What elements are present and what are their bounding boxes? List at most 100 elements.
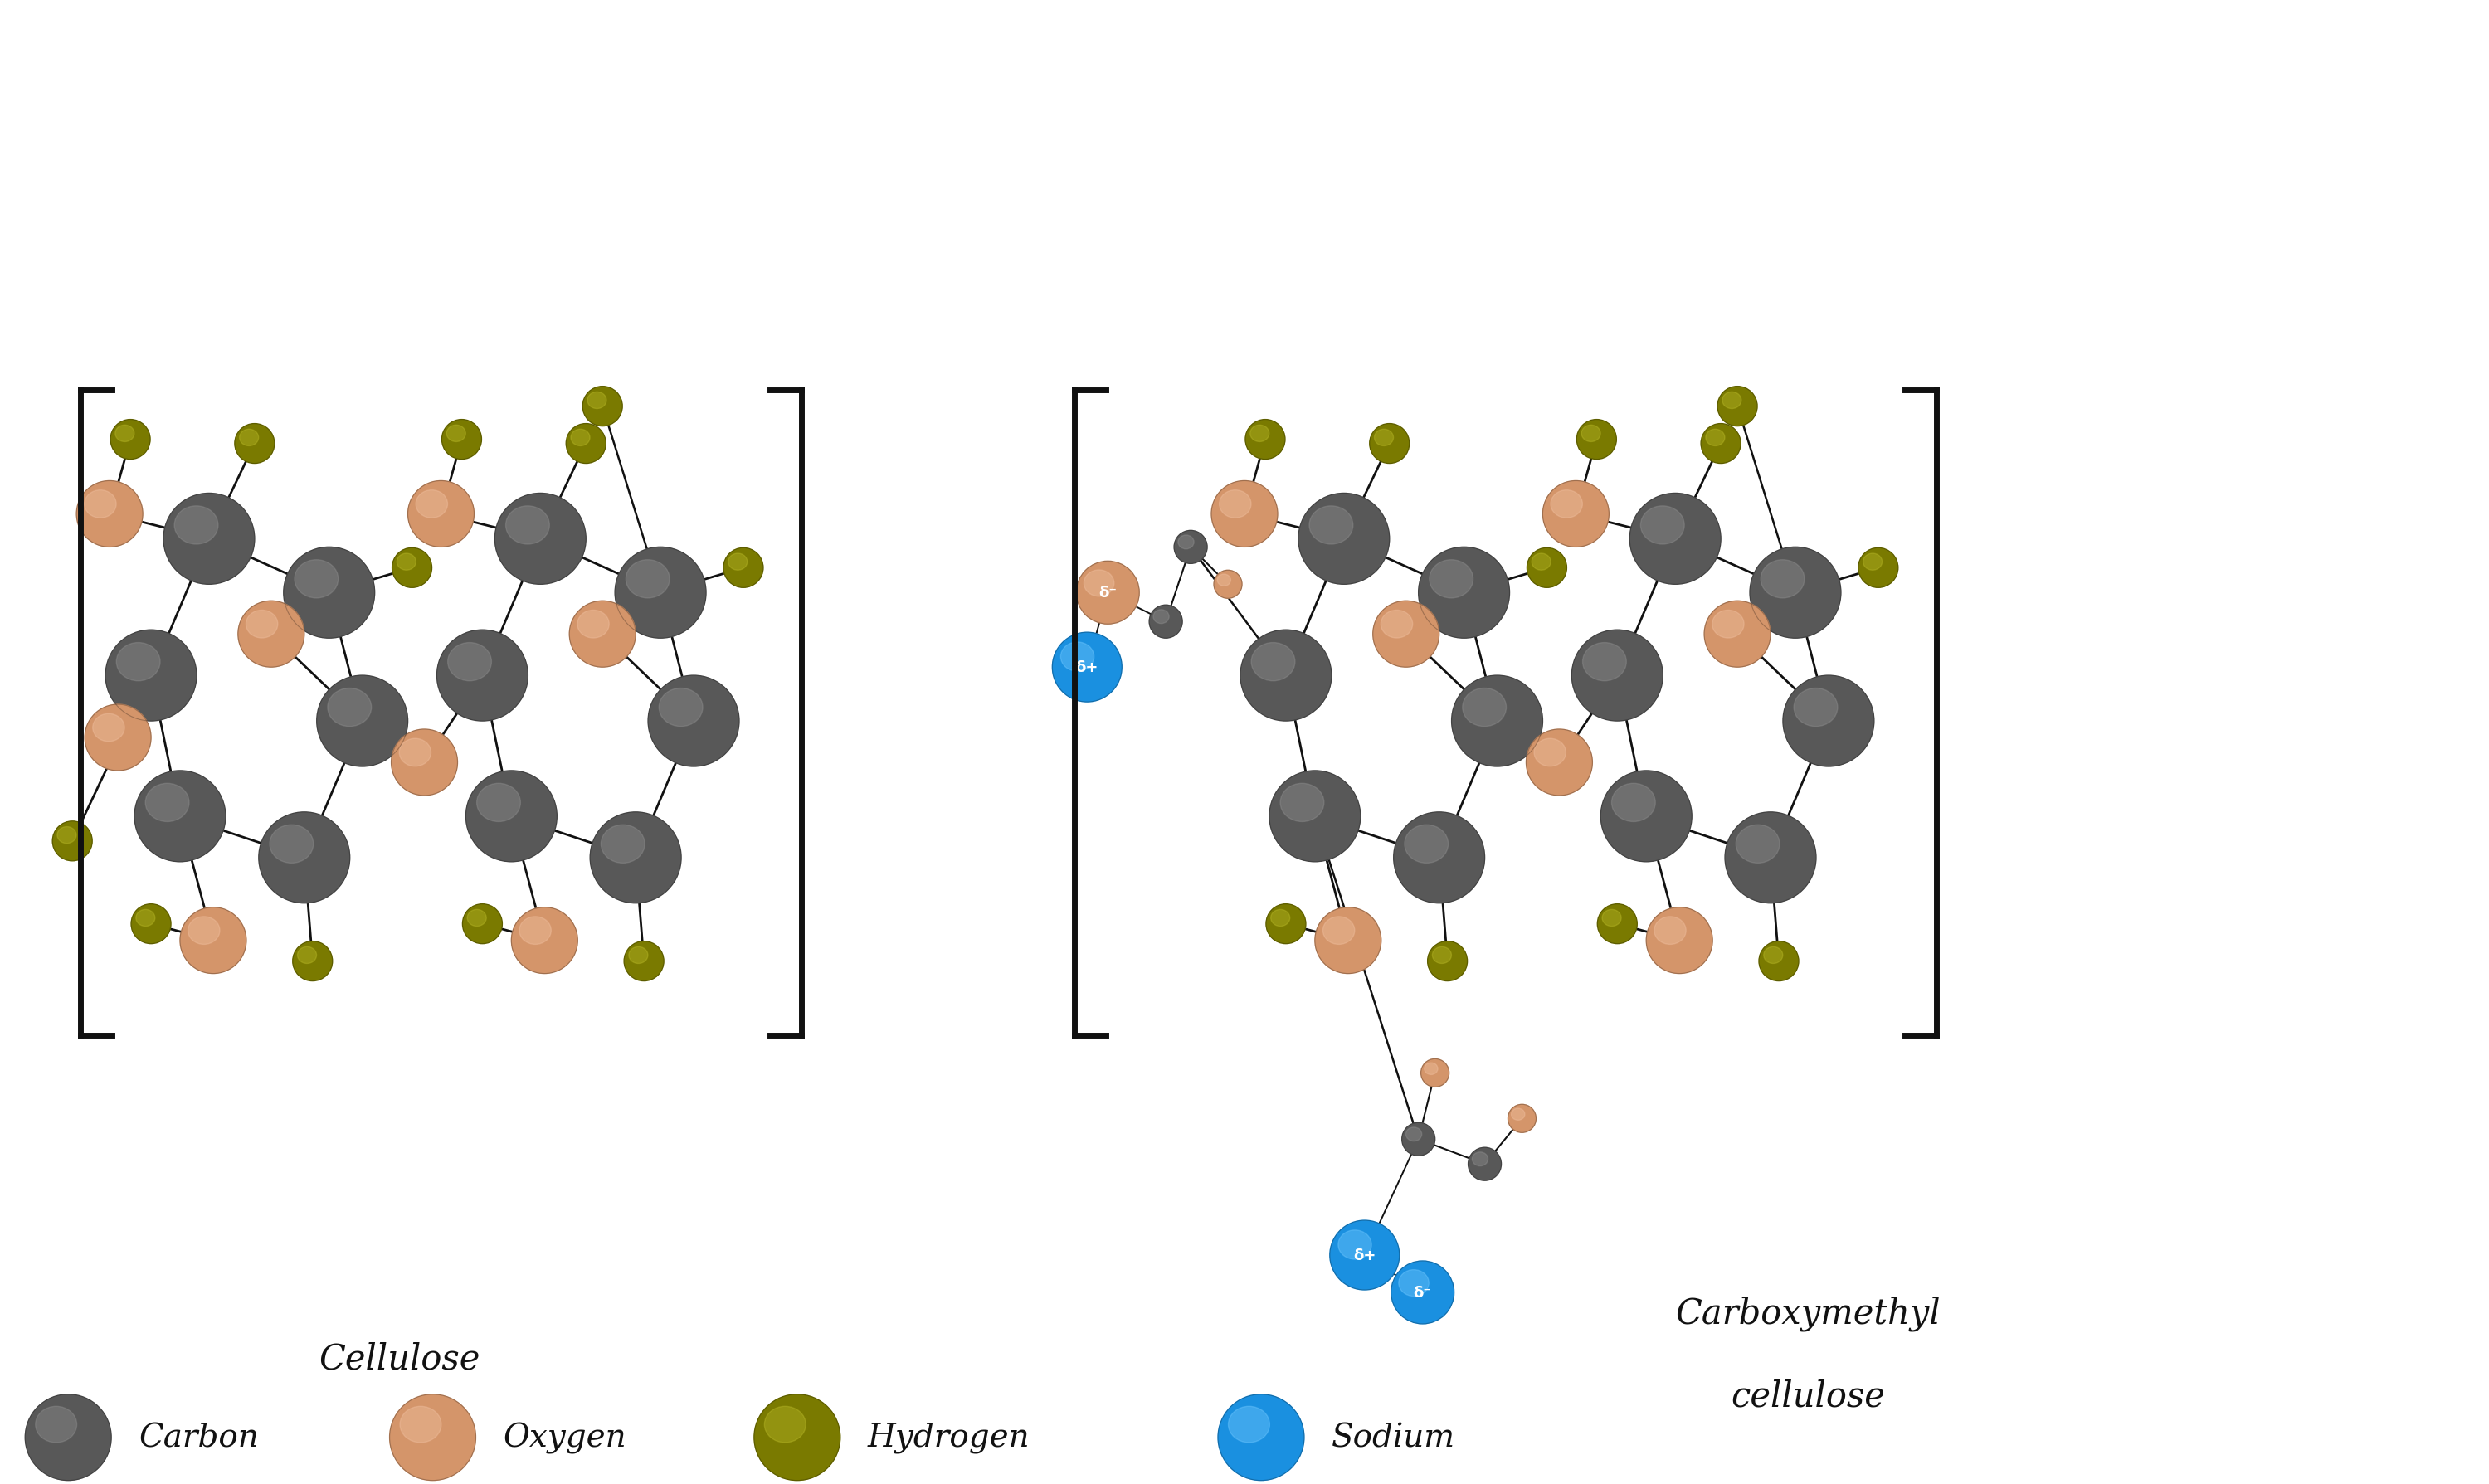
Ellipse shape xyxy=(625,561,670,598)
Ellipse shape xyxy=(1864,554,1882,570)
Ellipse shape xyxy=(92,714,124,742)
Ellipse shape xyxy=(1217,574,1230,586)
Ellipse shape xyxy=(754,1395,841,1481)
Ellipse shape xyxy=(1508,1104,1536,1132)
Ellipse shape xyxy=(1598,904,1638,944)
Ellipse shape xyxy=(1735,825,1780,864)
Ellipse shape xyxy=(1421,1060,1449,1088)
Ellipse shape xyxy=(1329,1220,1399,1290)
Ellipse shape xyxy=(465,772,558,862)
Ellipse shape xyxy=(1217,1395,1304,1481)
Ellipse shape xyxy=(570,430,590,447)
Ellipse shape xyxy=(577,610,610,638)
Text: Sodium: Sodium xyxy=(1332,1422,1456,1453)
Ellipse shape xyxy=(448,643,490,681)
Ellipse shape xyxy=(729,554,747,570)
Ellipse shape xyxy=(105,631,197,721)
Ellipse shape xyxy=(174,506,219,545)
Text: Carboxymethyl: Carboxymethyl xyxy=(1675,1296,1941,1331)
Ellipse shape xyxy=(1381,610,1414,638)
Ellipse shape xyxy=(1419,548,1511,638)
Ellipse shape xyxy=(1705,430,1725,447)
Text: Hydrogen: Hydrogen xyxy=(869,1422,1030,1453)
Ellipse shape xyxy=(52,822,92,861)
Ellipse shape xyxy=(57,827,77,844)
Ellipse shape xyxy=(1060,643,1095,672)
Text: Carbon: Carbon xyxy=(139,1422,259,1453)
Ellipse shape xyxy=(1309,506,1354,545)
Ellipse shape xyxy=(1406,1128,1421,1141)
Ellipse shape xyxy=(259,812,351,904)
Ellipse shape xyxy=(1404,825,1449,864)
Ellipse shape xyxy=(1220,491,1252,518)
Ellipse shape xyxy=(1576,420,1615,460)
Ellipse shape xyxy=(110,420,149,460)
Ellipse shape xyxy=(1152,610,1170,623)
Ellipse shape xyxy=(1750,548,1842,638)
Ellipse shape xyxy=(1399,1270,1429,1296)
Text: δ⁻: δ⁻ xyxy=(1098,586,1118,601)
Text: δ⁻: δ⁻ xyxy=(1414,1285,1431,1300)
Ellipse shape xyxy=(582,387,622,426)
Ellipse shape xyxy=(1469,1147,1501,1181)
Ellipse shape xyxy=(1177,536,1195,549)
Ellipse shape xyxy=(1401,1123,1436,1156)
Ellipse shape xyxy=(1424,1063,1439,1074)
Ellipse shape xyxy=(117,643,159,681)
Ellipse shape xyxy=(164,494,254,585)
Ellipse shape xyxy=(391,1395,475,1481)
Ellipse shape xyxy=(647,675,739,767)
Ellipse shape xyxy=(1700,424,1740,464)
Ellipse shape xyxy=(1369,424,1409,464)
Ellipse shape xyxy=(1533,739,1566,767)
Ellipse shape xyxy=(1299,494,1389,585)
Ellipse shape xyxy=(1760,941,1800,981)
Ellipse shape xyxy=(284,548,376,638)
Ellipse shape xyxy=(1630,494,1720,585)
Ellipse shape xyxy=(625,941,665,981)
Ellipse shape xyxy=(505,506,550,545)
Ellipse shape xyxy=(438,631,528,721)
Ellipse shape xyxy=(600,825,645,864)
Ellipse shape xyxy=(1429,941,1469,981)
Ellipse shape xyxy=(269,825,314,864)
Ellipse shape xyxy=(1722,392,1742,410)
Text: δ+: δ+ xyxy=(1075,660,1098,675)
Ellipse shape xyxy=(1705,601,1770,668)
Ellipse shape xyxy=(1725,812,1817,904)
Ellipse shape xyxy=(1322,917,1354,945)
Ellipse shape xyxy=(510,908,577,974)
Ellipse shape xyxy=(1613,784,1655,822)
Ellipse shape xyxy=(299,947,316,963)
Ellipse shape xyxy=(660,689,702,727)
Ellipse shape xyxy=(1511,1109,1526,1120)
Ellipse shape xyxy=(1551,491,1583,518)
Ellipse shape xyxy=(1053,632,1123,702)
Ellipse shape xyxy=(1394,812,1486,904)
Ellipse shape xyxy=(239,601,304,668)
Ellipse shape xyxy=(1765,947,1782,963)
Ellipse shape xyxy=(294,561,339,598)
Ellipse shape xyxy=(398,739,431,767)
Ellipse shape xyxy=(495,494,585,585)
Ellipse shape xyxy=(1526,548,1566,588)
Ellipse shape xyxy=(565,424,605,464)
Ellipse shape xyxy=(1244,420,1284,460)
Ellipse shape xyxy=(35,1407,77,1442)
Ellipse shape xyxy=(179,908,246,974)
Ellipse shape xyxy=(396,554,416,570)
Ellipse shape xyxy=(408,481,473,548)
Ellipse shape xyxy=(1645,908,1712,974)
Ellipse shape xyxy=(1451,675,1543,767)
Ellipse shape xyxy=(1600,772,1693,862)
Ellipse shape xyxy=(764,1407,806,1442)
Ellipse shape xyxy=(520,917,550,945)
Ellipse shape xyxy=(1252,643,1294,681)
Ellipse shape xyxy=(416,491,448,518)
Ellipse shape xyxy=(478,784,520,822)
Ellipse shape xyxy=(1531,554,1551,570)
Ellipse shape xyxy=(1339,1230,1371,1260)
Ellipse shape xyxy=(1859,548,1899,588)
Ellipse shape xyxy=(615,548,707,638)
Ellipse shape xyxy=(294,941,334,981)
